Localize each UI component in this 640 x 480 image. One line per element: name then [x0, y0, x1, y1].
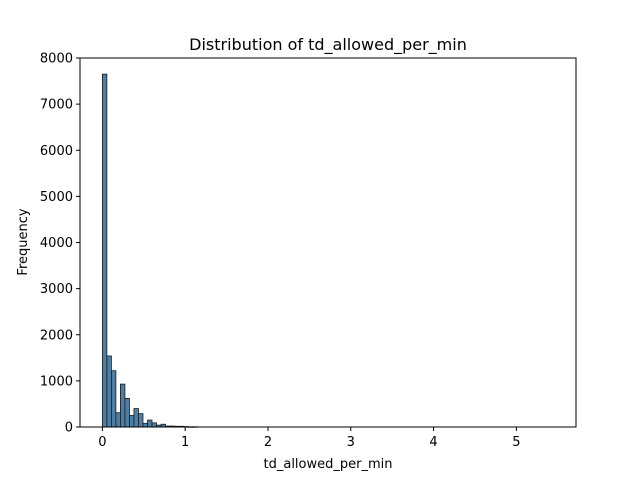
histogram-bar: [101, 73, 108, 428]
x-tick-label: 2: [264, 435, 272, 450]
y-tick-label: 1000: [40, 374, 73, 389]
y-tick-label: 0: [65, 421, 73, 436]
histogram-bar: [133, 408, 139, 428]
histogram-bar: [124, 398, 130, 428]
y-tick-label: 8000: [40, 52, 73, 67]
y-tick-label: 2000: [40, 328, 73, 343]
y-ticks-group: 0 1000 2000 3000 4000 5000 6000 7000 8000: [40, 52, 80, 436]
y-tick-label: 7000: [40, 98, 73, 113]
histogram-bar: [106, 355, 112, 428]
x-tick-label: 1: [181, 435, 189, 450]
histogram-bar: [138, 413, 144, 428]
y-tick-label: 6000: [40, 144, 73, 159]
y-axis-label: Frequency: [16, 208, 31, 275]
bars-group: [101, 73, 198, 428]
histogram-bar: [129, 415, 135, 428]
x-tick-label: 3: [347, 435, 355, 450]
chart-title: Distribution of td_allowed_per_min: [189, 35, 467, 55]
y-tick-label: 4000: [40, 236, 73, 251]
x-tick-label: 0: [98, 435, 106, 450]
histogram-bar: [142, 422, 148, 428]
histogram-bar: [110, 370, 117, 428]
x-ticks-group: 0 1 2 3 4 5: [98, 427, 521, 450]
x-tick-label: 4: [429, 435, 437, 450]
y-tick-label: 3000: [40, 282, 73, 297]
histogram-bar: [151, 422, 157, 428]
histogram-bar: [120, 383, 126, 428]
x-axis-label: td_allowed_per_min: [264, 457, 393, 472]
x-tick-label: 5: [512, 435, 520, 450]
y-tick-label: 5000: [40, 190, 73, 205]
histogram-bar: [147, 419, 153, 428]
histogram-bar: [115, 412, 121, 428]
